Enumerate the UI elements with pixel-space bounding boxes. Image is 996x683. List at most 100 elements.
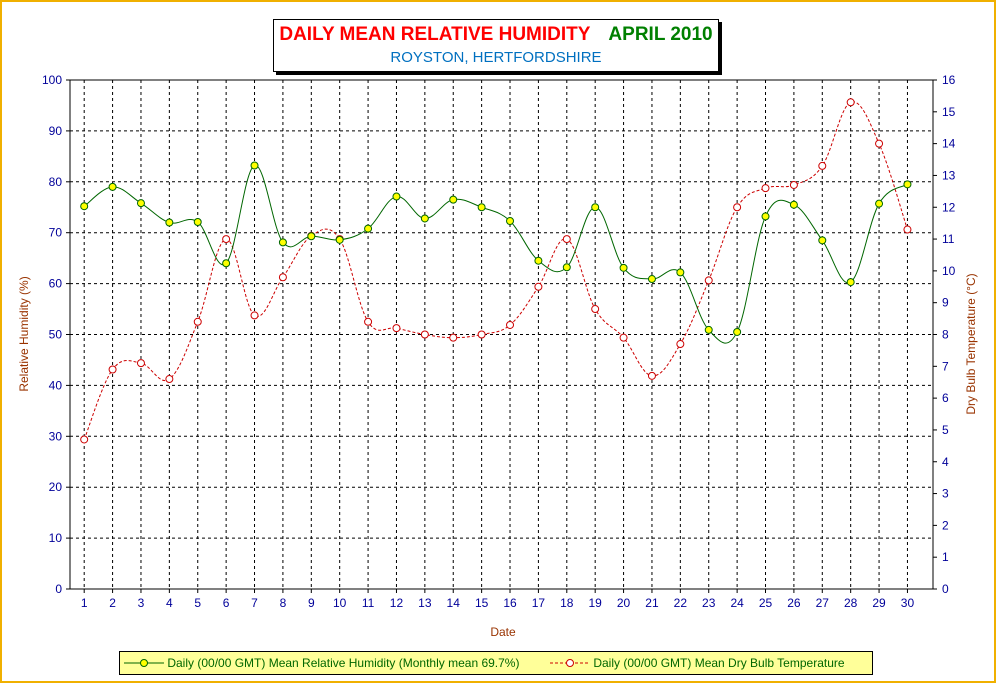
y-right-tick-label: 13 bbox=[942, 168, 956, 182]
temperature-point bbox=[903, 225, 912, 234]
temperature-point bbox=[875, 139, 884, 148]
x-tick-label: 26 bbox=[787, 596, 801, 610]
temperature-point bbox=[534, 282, 543, 291]
temperature-point bbox=[420, 330, 429, 339]
humidity-point bbox=[534, 256, 543, 265]
humidity-point bbox=[619, 263, 628, 272]
x-axis-title: Date bbox=[490, 625, 516, 639]
humidity-point bbox=[165, 218, 174, 227]
y-right-tick-label: 12 bbox=[942, 200, 956, 214]
temperature-point bbox=[846, 98, 855, 107]
humidity-point bbox=[193, 218, 202, 227]
temperature-point bbox=[789, 180, 798, 189]
y-right-tick-label: 5 bbox=[942, 423, 949, 437]
x-tick-label: 29 bbox=[872, 596, 886, 610]
temperature-point bbox=[676, 340, 685, 349]
y-axis-right-title: Dry Bulb Temperature (°C) bbox=[964, 273, 978, 414]
humidity-line bbox=[83, 165, 908, 344]
chart-period: APRIL 2010 bbox=[608, 24, 713, 45]
legend-humidity-swatch bbox=[124, 659, 164, 667]
chart-subtitle: ROYSTON, HERTFORDSHIRE bbox=[390, 49, 602, 66]
humidity-point bbox=[761, 212, 770, 221]
temperature-point bbox=[562, 235, 571, 244]
series bbox=[80, 98, 912, 444]
y-right-tick-label: 0 bbox=[942, 582, 949, 596]
x-tick-label: 16 bbox=[503, 596, 517, 610]
x-tick-label: 3 bbox=[138, 596, 145, 610]
temperature-point bbox=[619, 333, 628, 342]
temperature-point bbox=[193, 317, 202, 326]
humidity-point bbox=[222, 259, 231, 268]
y-left-tick-label: 70 bbox=[49, 226, 63, 240]
humidity-point bbox=[875, 199, 884, 208]
x-tick-label: 11 bbox=[362, 596, 375, 610]
x-tick-label: 1 bbox=[81, 596, 88, 610]
x-tick-label: 17 bbox=[532, 596, 546, 610]
temperature-point bbox=[165, 375, 174, 384]
temperature-point bbox=[250, 311, 259, 320]
humidity-point bbox=[307, 232, 316, 241]
y-right-tick-label: 6 bbox=[942, 391, 949, 405]
humidity-point bbox=[250, 161, 259, 170]
temperature-point bbox=[392, 324, 401, 333]
humidity-point bbox=[477, 203, 486, 212]
y-left-tick-label: 40 bbox=[49, 378, 63, 392]
x-tick-label: 28 bbox=[844, 596, 858, 610]
temperature-point bbox=[647, 371, 656, 380]
grid bbox=[70, 79, 933, 589]
legend-temperature-label: Daily (00/00 GMT) Mean Dry Bulb Temperat… bbox=[593, 656, 845, 670]
humidity-point bbox=[449, 195, 458, 204]
legend-item-temperature: Daily (00/00 GMT) Mean Dry Bulb Temperat… bbox=[550, 652, 845, 674]
x-tick-label: 5 bbox=[194, 596, 201, 610]
x-tick-label: 9 bbox=[308, 596, 315, 610]
temperature-point bbox=[591, 305, 600, 314]
humidity-point bbox=[392, 192, 401, 201]
y-right-tick-label: 8 bbox=[942, 328, 949, 342]
y-left-tick-label: 50 bbox=[49, 328, 63, 342]
humidity-point bbox=[704, 325, 713, 334]
y-right-tick-label: 2 bbox=[942, 518, 949, 532]
y-right-tick-label: 7 bbox=[942, 359, 949, 373]
temperature-point bbox=[733, 203, 742, 212]
x-tick-label: 8 bbox=[280, 596, 287, 610]
x-tick-label: 13 bbox=[418, 596, 432, 610]
temperature-point bbox=[80, 435, 89, 444]
humidity-point bbox=[903, 180, 912, 189]
x-tick-label: 21 bbox=[645, 596, 659, 610]
humidity-point bbox=[80, 202, 89, 211]
humidity-point bbox=[364, 224, 373, 233]
y-left-tick-label: 90 bbox=[49, 124, 63, 138]
x-tick-label: 6 bbox=[223, 596, 230, 610]
y-left-tick-label: 60 bbox=[49, 277, 63, 291]
x-tick-label: 2 bbox=[109, 596, 116, 610]
humidity-point bbox=[420, 214, 429, 223]
temperature-point bbox=[278, 273, 287, 282]
temperature-point bbox=[108, 365, 117, 374]
x-tick-label: 4 bbox=[166, 596, 173, 610]
humidity-point bbox=[647, 275, 656, 284]
temperature-point bbox=[506, 320, 515, 329]
y-axis-left-title: Relative Humidity (%) bbox=[17, 276, 31, 391]
legend-item-humidity: Daily (00/00 GMT) Mean Relative Humidity… bbox=[124, 652, 519, 674]
y-right-tick-label: 14 bbox=[942, 137, 956, 151]
x-tick-label: 24 bbox=[730, 596, 744, 610]
humidity-point bbox=[136, 199, 145, 208]
x-tick-label: 20 bbox=[617, 596, 631, 610]
x-tick-label: 22 bbox=[674, 596, 688, 610]
humidity-point bbox=[733, 327, 742, 336]
x-tick-label: 30 bbox=[901, 596, 915, 610]
legend-humidity-label: Daily (00/00 GMT) Mean Relative Humidity… bbox=[167, 656, 520, 670]
x-tick-label: 25 bbox=[759, 596, 773, 610]
humidity-point bbox=[676, 268, 685, 277]
temperature-point bbox=[136, 359, 145, 368]
y-left-tick-label: 80 bbox=[49, 175, 63, 189]
temperature-point bbox=[222, 235, 231, 244]
y-left-tick-label: 10 bbox=[49, 531, 63, 545]
y-right-tick-label: 3 bbox=[942, 487, 949, 501]
title-line: DAILY MEAN RELATIVE HUMIDITY APRIL 2010 bbox=[274, 24, 718, 46]
x-tick-label: 14 bbox=[447, 596, 461, 610]
legend-temperature-swatch bbox=[550, 659, 590, 667]
